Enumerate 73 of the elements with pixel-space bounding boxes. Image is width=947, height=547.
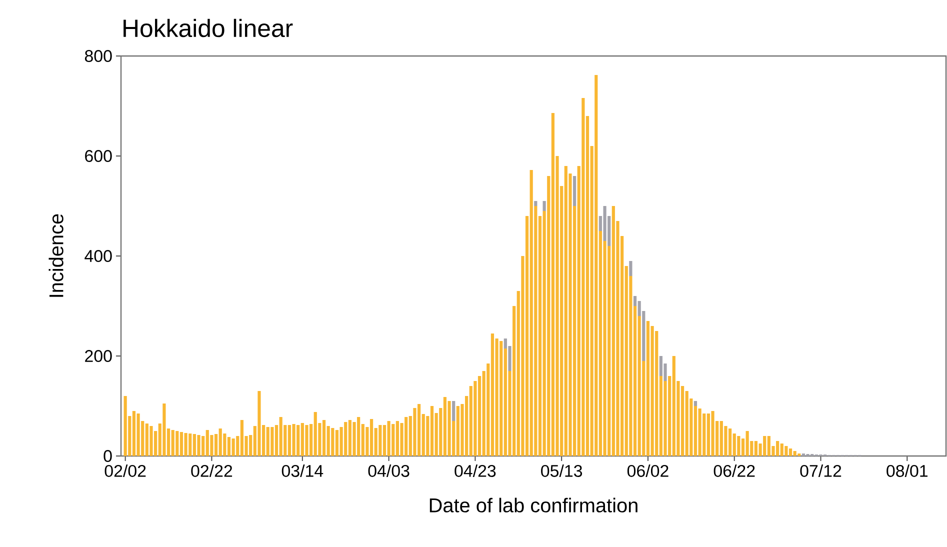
bar xyxy=(218,428,222,456)
bar xyxy=(258,391,261,456)
bar xyxy=(292,424,296,456)
x-tick-label: 07/12 xyxy=(800,464,842,477)
bar xyxy=(136,414,140,456)
bar xyxy=(629,261,632,276)
bar xyxy=(132,411,136,456)
bar xyxy=(413,408,416,456)
x-axis-title: Date of lab confirmation xyxy=(430,498,638,512)
bar xyxy=(162,404,166,456)
bar xyxy=(331,428,334,456)
bar xyxy=(314,412,317,456)
y-axis-title: Incidence xyxy=(48,214,64,297)
y-tick-label: 0 xyxy=(104,450,112,462)
y-tick-label: 200 xyxy=(85,350,112,362)
bar xyxy=(176,431,179,456)
bar xyxy=(490,334,494,456)
bar xyxy=(694,401,698,406)
bar xyxy=(417,404,421,456)
bar xyxy=(534,201,538,206)
bar xyxy=(582,98,585,456)
bar xyxy=(370,419,374,456)
bar xyxy=(572,176,576,206)
y-tick-label: 600 xyxy=(85,150,112,162)
x-tick-label: 03/14 xyxy=(282,464,324,477)
bar xyxy=(542,201,546,212)
bar xyxy=(184,433,188,456)
bar xyxy=(288,425,292,456)
x-tick-label: 06/22 xyxy=(714,464,755,477)
bar xyxy=(392,424,395,456)
x-tick-label: 06/02 xyxy=(627,464,668,477)
bar xyxy=(387,421,390,456)
x-tick-label: 02/02 xyxy=(104,464,146,477)
bar xyxy=(197,435,200,456)
bar xyxy=(279,417,282,456)
y-tick-label: 800 xyxy=(84,50,112,62)
bar xyxy=(150,426,153,456)
bar xyxy=(124,396,127,456)
bar xyxy=(335,430,339,456)
bar xyxy=(378,425,382,456)
bar xyxy=(780,444,784,456)
bar xyxy=(232,438,235,456)
bar xyxy=(452,401,456,421)
bar xyxy=(382,425,386,456)
bar xyxy=(737,436,740,456)
bar xyxy=(430,406,434,456)
bar xyxy=(180,432,184,456)
bar xyxy=(530,170,533,456)
bar xyxy=(270,427,274,456)
bar xyxy=(728,428,732,456)
bar xyxy=(594,75,598,456)
bar xyxy=(171,430,174,456)
x-tick-label: 02/22 xyxy=(191,464,232,477)
bar xyxy=(711,411,714,456)
bar xyxy=(793,451,796,456)
y-tick-label: 400 xyxy=(84,250,112,262)
bar xyxy=(443,397,447,456)
chart-title: Hokkaido linear xyxy=(124,18,293,38)
bar xyxy=(746,431,749,456)
bar xyxy=(754,441,758,456)
x-tick-label: 04/23 xyxy=(454,464,496,477)
bar xyxy=(788,448,792,456)
bar xyxy=(305,425,308,456)
bar xyxy=(646,321,650,456)
bar xyxy=(322,420,326,456)
x-tick-label: 05/13 xyxy=(541,464,582,477)
bar xyxy=(227,437,231,456)
bar xyxy=(698,408,702,456)
bar xyxy=(448,401,451,456)
bar xyxy=(266,427,270,456)
bar xyxy=(784,446,788,456)
x-tick-label: 04/03 xyxy=(368,464,410,477)
x-tick-label: 08/01 xyxy=(886,464,928,477)
